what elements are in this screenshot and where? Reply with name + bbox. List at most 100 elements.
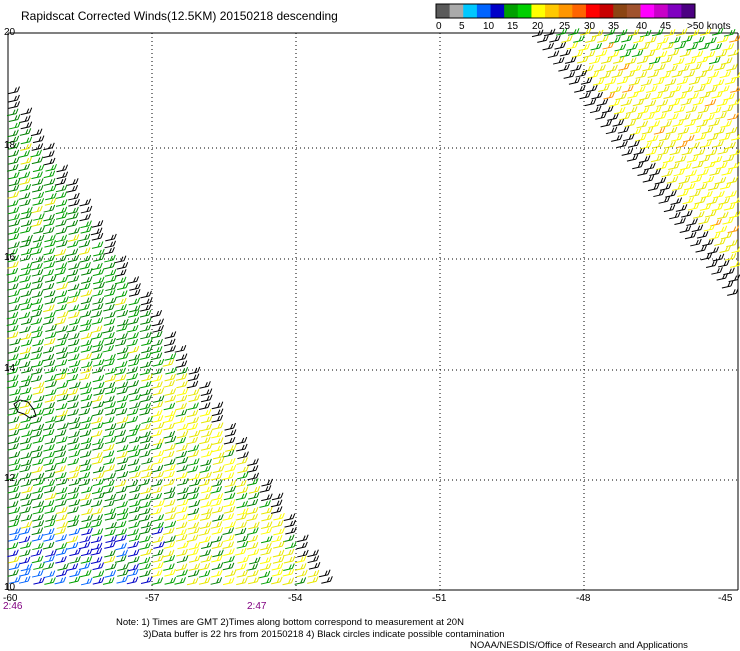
wind-barb [225, 521, 236, 528]
wind-barb [31, 129, 42, 136]
wind-barb [639, 43, 650, 50]
wind-barb [117, 347, 128, 354]
wind-barb [140, 332, 151, 339]
wind-barb [163, 528, 174, 535]
wind-barb [153, 359, 164, 366]
wind-barb [224, 506, 235, 513]
wind-barb [664, 141, 675, 148]
wind-barb [31, 242, 42, 249]
wind-barb [638, 107, 649, 114]
wind-barb [271, 500, 282, 507]
wind-barb [139, 557, 150, 564]
wind-barb [720, 71, 731, 78]
wind-barb [93, 340, 104, 347]
wind-barb [728, 49, 739, 56]
wind-barb [103, 417, 114, 424]
wind-barb [187, 437, 198, 444]
wind-barb [662, 105, 673, 112]
wind-barb [81, 515, 92, 522]
wind-barb [236, 493, 247, 500]
wind-barb [8, 276, 19, 283]
wind-barb [608, 51, 619, 58]
wind-barb [259, 571, 270, 578]
wind-barb [43, 528, 54, 535]
wind-barb [669, 212, 680, 219]
wind-barb [20, 423, 31, 430]
wind-barb [141, 464, 152, 471]
wind-barb [32, 346, 43, 353]
colorbar-swatch [668, 4, 682, 18]
wind-barb [81, 486, 92, 493]
wind-barb [283, 578, 294, 585]
wind-barb [92, 366, 103, 373]
wind-barb [635, 134, 646, 141]
wind-barb [19, 164, 30, 171]
wind-barb [115, 543, 126, 550]
wind-barb [93, 563, 104, 570]
wind-barb [703, 176, 714, 183]
wind-barb [129, 521, 140, 528]
wind-barb [670, 148, 681, 155]
colorbar-swatch [559, 4, 573, 18]
wind-barb [165, 374, 176, 381]
wind-barb [713, 254, 724, 261]
wind-barb [648, 184, 659, 191]
wind-barb [722, 105, 733, 112]
wind-barb [7, 283, 18, 290]
wind-barb [709, 119, 720, 126]
wind-barb [129, 465, 140, 472]
wind-barb [616, 141, 627, 148]
wind-barb [249, 557, 260, 564]
wind-barb [201, 416, 212, 423]
wind-barb [31, 283, 42, 290]
wind-barb [235, 528, 246, 535]
wind-barb [81, 508, 92, 515]
wind-barb [116, 290, 127, 297]
wind-barb [44, 338, 55, 345]
wind-barb [620, 50, 631, 57]
wind-barb [297, 535, 308, 542]
wind-barb [32, 157, 43, 164]
wind-barb [645, 100, 656, 107]
wind-barb [724, 142, 735, 149]
wind-barb [189, 430, 200, 437]
wind-barb [247, 535, 258, 542]
wind-barb [92, 508, 103, 515]
wind-barb [33, 507, 44, 514]
wind-barb [176, 522, 187, 529]
wind-barb [175, 577, 186, 584]
wind-barb [642, 64, 653, 71]
wind-barb [698, 106, 709, 113]
wind-barb [19, 275, 30, 282]
wind-barb [705, 210, 716, 217]
wind-barb [129, 283, 140, 290]
wind-barb [9, 528, 20, 535]
wind-barb [188, 487, 199, 494]
colorbar-label: 20 [532, 21, 543, 32]
wind-barb [55, 445, 66, 452]
wind-barb [45, 550, 56, 557]
wind-barb [188, 508, 199, 515]
wind-barb [140, 389, 151, 396]
wind-barb [718, 260, 729, 267]
wind-barb [669, 36, 680, 43]
wind-barb [19, 536, 30, 543]
wind-barb [679, 113, 690, 120]
wind-barb [225, 465, 236, 472]
wind-barb [671, 134, 682, 141]
wind-barb [115, 304, 126, 311]
wind-barb [68, 311, 79, 318]
wind-barb [272, 569, 283, 576]
wind-barb [128, 459, 139, 466]
wind-barb [68, 487, 79, 494]
colorbar-swatch [681, 4, 695, 18]
wind-barb [704, 51, 715, 58]
wind-barb [91, 326, 102, 333]
wind-barb [163, 451, 174, 458]
wind-barb [68, 199, 79, 206]
wind-barb [560, 49, 571, 56]
wind-barb [657, 99, 668, 106]
wind-barb [201, 500, 212, 507]
wind-barb [20, 472, 31, 479]
wind-barb [129, 298, 140, 305]
